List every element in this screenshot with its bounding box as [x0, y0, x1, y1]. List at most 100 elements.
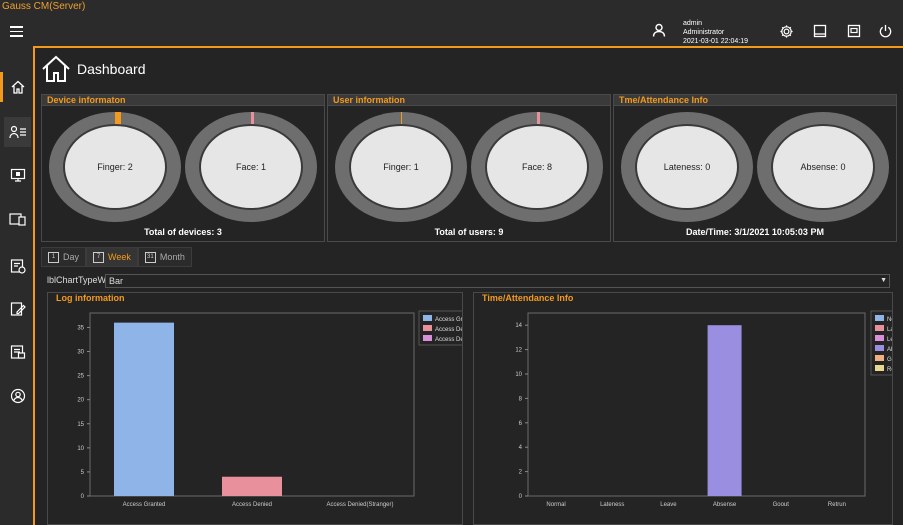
absense-gauge: Absense: 0: [757, 112, 889, 222]
user-datetime: 2021-03-01 22:04:19: [683, 38, 748, 45]
chart-title: Time/Attendance Info: [482, 293, 574, 303]
legend-label: Lateness: [887, 327, 892, 333]
current-datetime: Date/Time: 3/1/2021 10:05:03 PM: [686, 227, 824, 237]
legend-label: Goout: [887, 357, 892, 363]
calendar-icon: 31: [144, 251, 156, 263]
log-chart-panel: Log information 0 5 10 15 20 25 30 35 Access Gra…: [47, 292, 463, 525]
y-tick-label: 8: [519, 396, 523, 402]
tab-month[interactable]: 31 Month: [137, 247, 192, 267]
tablet-icon: [9, 213, 26, 226]
sidebar-item-terminals[interactable]: [4, 204, 31, 234]
tab-label: Week: [108, 252, 131, 262]
legend-label: Access Denied(Stranger): [435, 337, 462, 343]
y-tick-label: 4: [519, 445, 523, 451]
panel-title: Device informaton: [47, 95, 126, 105]
x-tick-label: Goout: [773, 502, 790, 508]
bar: [707, 325, 742, 496]
y-tick-label: 30: [77, 350, 84, 356]
legend-swatch: [875, 355, 884, 361]
gauge-label: Lateness: 0: [635, 124, 739, 210]
y-tick-label: 6: [519, 421, 523, 427]
gauge-marker: [115, 112, 121, 125]
y-tick-label: 35: [77, 325, 84, 331]
sidebar-item-schedule[interactable]: [4, 251, 31, 281]
monitor-icon[interactable]: [813, 24, 827, 38]
home-icon: [11, 80, 24, 94]
y-tick-label: 5: [81, 470, 85, 476]
y-tick-label: 2: [519, 470, 523, 476]
gauge-label: Absense: 0: [771, 124, 875, 210]
power-icon[interactable]: [878, 24, 893, 39]
legend-swatch: [875, 335, 884, 341]
chart-title: Log information: [56, 293, 125, 303]
user-total: Total of users: 9: [434, 227, 504, 237]
sidebar-item-edit[interactable]: [4, 294, 31, 324]
title-bar: Gauss CM(Server): [0, 0, 903, 14]
panel-title: User information: [333, 95, 406, 105]
user-role: Administrator: [683, 29, 725, 36]
settings-icon[interactable]: [779, 24, 794, 39]
gauge-marker: [537, 112, 540, 125]
tab-week[interactable]: 7 Week: [86, 247, 138, 267]
chevron-down-icon: ▼: [880, 277, 887, 284]
gauge-label: Face: 8: [485, 124, 589, 210]
time-attendance-panel: Tme/Attendance Info Lateness: 0 Absense:…: [613, 94, 897, 242]
sidebar-item-devices[interactable]: [4, 160, 31, 190]
gauge-label: Face: 1: [199, 124, 303, 210]
gauge-label: Finger: 1: [349, 124, 453, 210]
legend-label: Absense: [887, 347, 892, 353]
chart-type-value: Bar: [109, 276, 124, 286]
account-icon: [10, 388, 25, 404]
page-title: Dashboard: [77, 61, 146, 77]
panel-header: [328, 95, 610, 106]
y-tick-label: 15: [77, 422, 84, 428]
y-tick-label: 10: [77, 446, 84, 452]
tab-day[interactable]: 1 Day: [41, 247, 87, 267]
dashboard-header: Dashboard: [41, 54, 146, 84]
device-finger-gauge: Finger: 2: [49, 112, 181, 222]
sidebar-item-users[interactable]: [4, 117, 31, 147]
top-bar: admin Administrator 2021-03-01 22:04:19: [0, 14, 903, 48]
legend-label: Access Granted: [435, 317, 462, 323]
sidebar: [0, 48, 33, 525]
chart-type-label: lblChartTypeW: [47, 275, 107, 285]
window-icon[interactable]: [847, 24, 861, 38]
user-name: admin: [683, 20, 703, 27]
attendance-chart-panel: Time/Attendance Info 0 2 4 6 8 10 12 14 Normal La…: [473, 292, 893, 525]
sidebar-item-account[interactable]: [4, 381, 31, 411]
x-tick-label: Lateness: [600, 502, 624, 508]
legend-label: Leave: [887, 337, 892, 343]
sidebar-item-reports[interactable]: [4, 337, 31, 367]
sidebar-item-home[interactable]: [4, 72, 31, 102]
user-list-icon: [8, 125, 26, 139]
lateness-gauge: Lateness: 0: [621, 112, 753, 222]
user-info: admin Administrator 2021-03-01 22:04:19: [683, 19, 748, 46]
y-tick-label: 0: [519, 494, 523, 500]
gauge-label: Finger: 2: [63, 124, 167, 210]
legend-label: Normal: [887, 317, 892, 323]
x-tick-label: Access Granted: [123, 502, 166, 508]
legend-swatch: [875, 365, 884, 371]
bar: [222, 476, 282, 496]
legend-swatch: [423, 315, 432, 321]
gauge-marker: [401, 112, 402, 125]
x-tick-label: Normal: [546, 502, 565, 508]
user-face-gauge: Face: 8: [471, 112, 603, 222]
main-content: Dashboard Device informaton Finger: 2 Fa…: [33, 46, 903, 525]
schedule-icon: [10, 259, 26, 274]
menu-icon[interactable]: [10, 26, 23, 37]
calendar-icon: 7: [93, 251, 105, 263]
plot-area: [527, 312, 866, 497]
tab-label: Month: [159, 252, 185, 262]
device-face-gauge: Face: 1: [185, 112, 317, 222]
sidebar-active-marker: [0, 72, 3, 102]
y-tick-label: 25: [77, 374, 84, 380]
panel-title: Tme/Attendance Info: [619, 95, 709, 105]
gauge-marker: [251, 112, 254, 125]
device-info-panel: Device informaton Finger: 2 Face: 1 Tota…: [41, 94, 325, 242]
y-tick-label: 14: [515, 323, 522, 329]
legend-label: Retrun: [887, 367, 892, 373]
user-icon[interactable]: [652, 23, 666, 37]
x-tick-label: Absense: [713, 502, 737, 508]
chart-type-select[interactable]: Bar ▼: [105, 274, 890, 288]
